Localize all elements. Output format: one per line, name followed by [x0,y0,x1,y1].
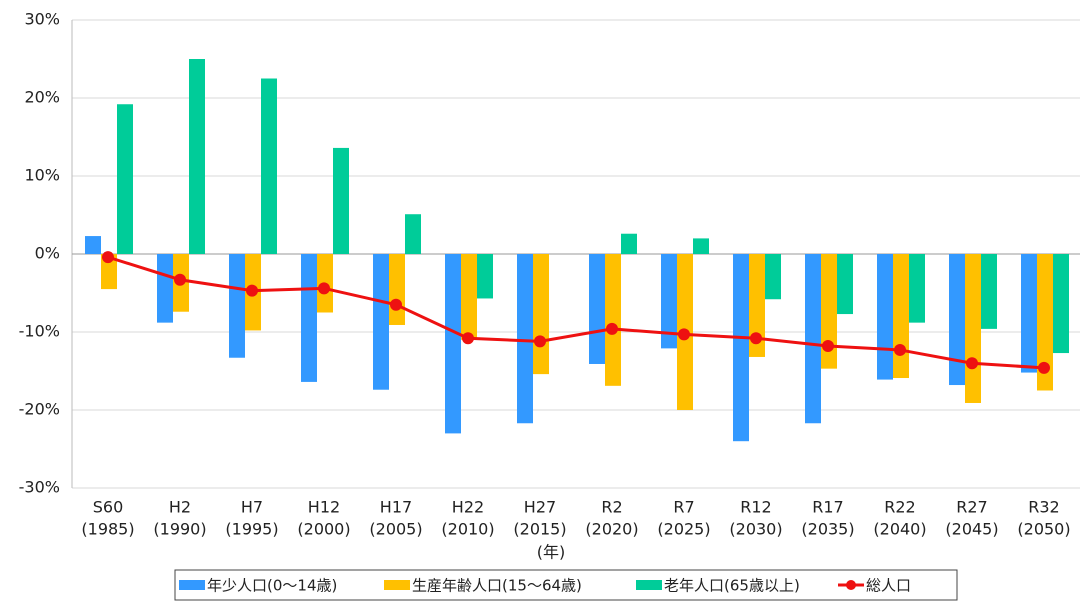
point [174,273,186,286]
bar [1037,254,1053,391]
x-tick-year: (2005) [369,520,422,539]
bar [749,254,765,357]
point [102,251,114,264]
x-tick-label: R32 [1028,498,1059,517]
bar [1021,254,1037,373]
x-tick-year: (2030) [729,520,782,539]
x-tick-year: (2050) [1017,520,1070,539]
x-tick-label: R12 [740,498,771,517]
y-tick-label: 30% [24,10,60,29]
x-tick-year: (2010) [441,520,494,539]
bar [893,254,909,379]
bar [477,254,493,299]
bar [765,254,781,300]
x-tick-year: (2025) [657,520,710,539]
x-axis-label: (年) [537,543,566,562]
bar [301,254,317,382]
bar [445,254,461,434]
y-tick-label: 20% [24,88,60,107]
y-tick-label: -20% [19,400,60,419]
x-tick-label: R17 [812,498,843,517]
bar [157,254,173,323]
bar [373,254,389,390]
bar [981,254,997,329]
legend-box [174,569,958,601]
point [678,328,690,341]
x-tick-year: (2035) [801,520,854,539]
point [534,335,546,348]
bar [837,254,853,315]
bar [333,147,349,254]
x-tick-label: H27 [524,498,556,517]
point [246,284,258,297]
bar [693,238,709,254]
point [390,298,402,311]
bar [733,254,749,442]
bar [405,214,421,254]
x-tick-year: (1990) [153,520,206,539]
x-tick-label: H2 [169,498,191,517]
x-tick-year: (1995) [225,520,278,539]
bar [877,254,893,380]
legend-label: 総人口 [866,577,911,595]
x-tick-year: (2020) [585,520,638,539]
x-tick-label: R27 [956,498,987,517]
bar [229,254,245,358]
legend-swatch [636,580,662,590]
bar [461,254,477,340]
x-tick-year: (2015) [513,520,566,539]
bar [517,254,533,424]
bar [621,233,637,254]
bar [661,254,677,349]
bar [605,254,621,386]
point [1038,361,1050,374]
x-tick-label: H12 [308,498,340,517]
y-tick-label: -10% [19,322,60,341]
bar [909,254,925,323]
bar [589,254,605,364]
point [606,322,618,335]
bar [117,104,133,255]
bar [261,78,277,254]
bar [389,254,405,325]
legend-swatch [846,580,856,590]
point [966,357,978,370]
bar [965,254,981,403]
x-tick-year: (2000) [297,520,350,539]
legend-swatch [384,580,410,590]
y-tick-label: -30% [19,478,60,497]
legend-swatch [179,580,205,590]
x-tick-year: (2045) [945,520,998,539]
point [894,343,906,356]
x-tick-year: (1985) [81,520,134,539]
y-tick-label: 10% [24,166,60,185]
bar [189,59,205,254]
x-tick-label: H7 [241,498,263,517]
y-tick-label: 0% [35,244,60,263]
bar [949,254,965,386]
bar [821,254,837,369]
bar [533,254,549,375]
point [462,332,474,345]
point [822,340,834,353]
x-tick-label: H22 [452,498,484,517]
legend-label: 生産年齢人口(15～64歳) [412,577,582,595]
x-tick-label: R7 [673,498,694,517]
x-tick-label: H17 [380,498,412,517]
bar [1053,254,1069,354]
point [750,332,762,345]
x-tick-label: R22 [884,498,915,517]
x-tick-label: S60 [93,498,124,517]
bar [101,254,117,290]
legend-label: 老年人口(65歳以上) [664,577,800,595]
x-tick-year: (2040) [873,520,926,539]
bar [85,236,101,254]
bar [805,254,821,424]
line [107,255,1045,370]
x-tick-label: R2 [601,498,622,517]
legend-label: 年少人口(0～14歳) [207,577,337,595]
point [318,282,330,295]
